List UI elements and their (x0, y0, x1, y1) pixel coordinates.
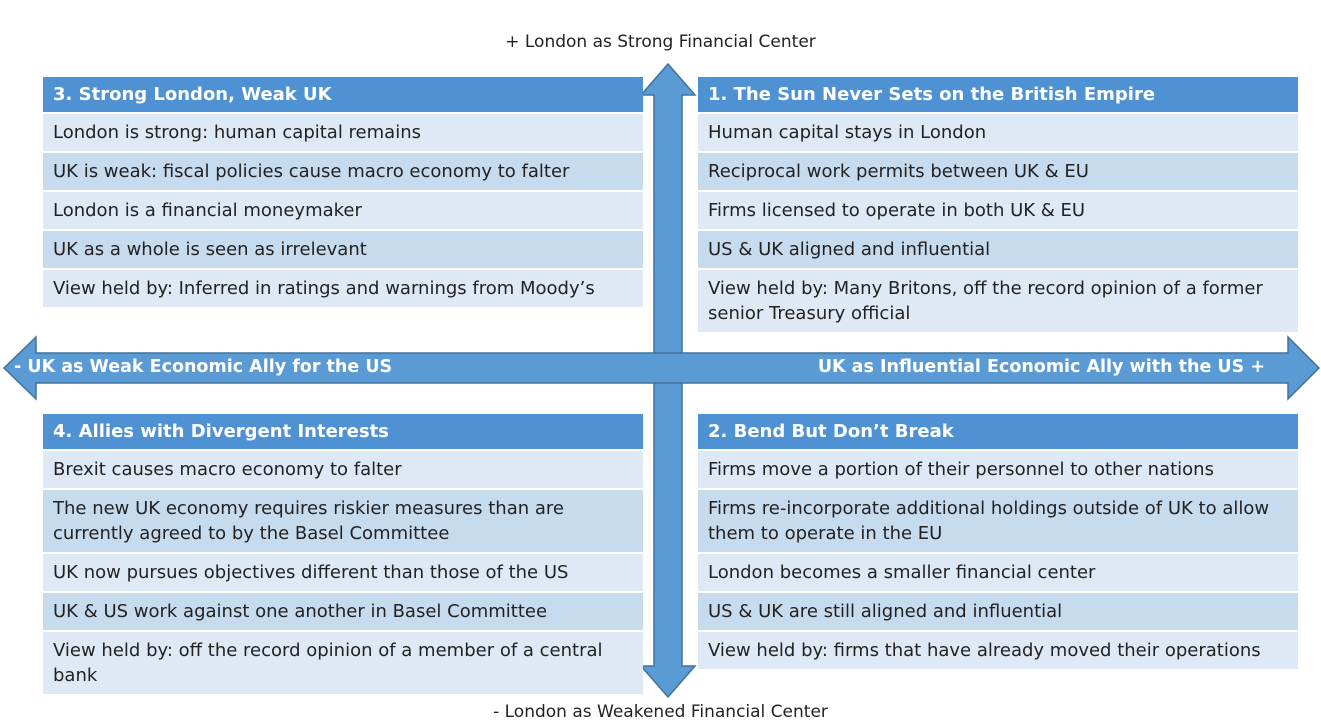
quadrant-item: View held by: firms that have already mo… (698, 632, 1298, 671)
quadrant-item: US & UK aligned and influential (698, 231, 1298, 270)
quadrant-title: 3. Strong London, Weak UK (43, 77, 643, 114)
quadrant-title: 4. Allies with Divergent Interests (43, 414, 643, 451)
axis-right-label: UK as Influential Economic Ally with the… (817, 357, 1265, 377)
quadrant-item: UK as a whole is seen as irrelevant (43, 231, 643, 270)
quadrant-item: View held by: off the record opinion of … (43, 632, 643, 696)
quadrant-items: Brexit causes macro economy to falter The… (43, 451, 643, 696)
quadrant-item: View held by: Inferred in ratings and wa… (43, 270, 643, 309)
quadrant-item: Firms move a portion of their personnel … (698, 451, 1298, 490)
horizontal-arrow (2, 335, 1321, 401)
quadrant-items: Firms move a portion of their personnel … (698, 451, 1298, 671)
quadrant: 3. Strong London, Weak UK London is stron… (43, 77, 643, 309)
axis-bottom-label: - London as Weakened Financial Center (493, 702, 828, 722)
quadrant-item: UK is weak: fiscal policies cause macro … (43, 153, 643, 192)
quadrant-item: Reciprocal work permits between UK & EU (698, 153, 1298, 192)
quadrant-item: London is strong: human capital remains (43, 114, 643, 153)
quadrant: 4. Allies with Divergent Interests Brexit… (43, 414, 643, 696)
quadrant-item: Firms licensed to operate in both UK & E… (698, 192, 1298, 231)
quadrant-item: Firms re-incorporate additional holdings… (698, 490, 1298, 554)
quadrant-item: UK & US work against one another in Base… (43, 593, 643, 632)
quadrant-item: View held by: Many Britons, off the reco… (698, 270, 1298, 334)
quadrant-item: UK now pursues objectives different than… (43, 554, 643, 593)
quadrant: 2. Bend But Don’t Break Firms move a port… (698, 414, 1298, 671)
quadrant-title: 2. Bend But Don’t Break (698, 414, 1298, 451)
quadrant-item: Human capital stays in London (698, 114, 1298, 153)
quadrant-item: US & UK are still aligned and influentia… (698, 593, 1298, 632)
quadrant-item: London is a financial moneymaker (43, 192, 643, 231)
quadrant-items: Human capital stays in London Reciprocal … (698, 114, 1298, 334)
quadrant-item: London becomes a smaller financial cente… (698, 554, 1298, 593)
quadrant: 1. The Sun Never Sets on the British Emp… (698, 77, 1298, 334)
axis-left-label: - UK as Weak Economic Ally for the US (14, 357, 393, 377)
quadrant-title: 1. The Sun Never Sets on the British Emp… (698, 77, 1298, 114)
quadrant-item: The new UK economy requires riskier meas… (43, 490, 643, 554)
quadrant-items: London is strong: human capital remains U… (43, 114, 643, 309)
quadrant-item: Brexit causes macro economy to falter (43, 451, 643, 490)
axis-top-label: + London as Strong Financial Center (505, 32, 816, 52)
